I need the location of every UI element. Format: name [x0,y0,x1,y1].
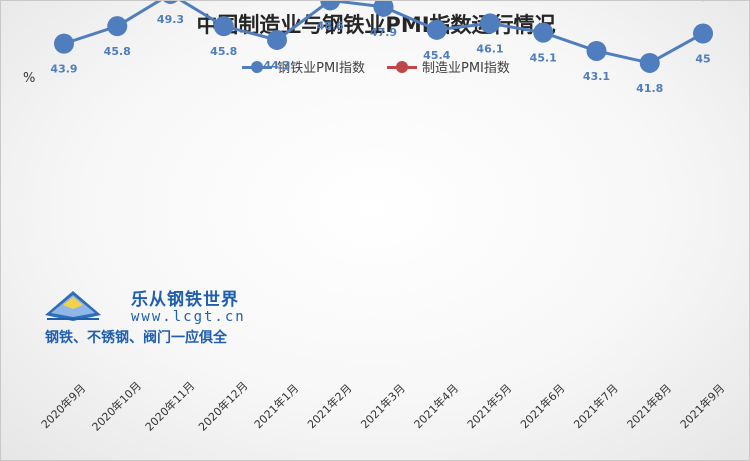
x-tick-label-9: 2021年6月 [517,381,567,431]
x-tick-label-8: 2021年5月 [464,381,514,431]
data-point-0-9 [533,22,554,43]
watermark-url: www.lcgt.cn [131,309,246,325]
data-label-0-12: 45 [695,53,710,66]
x-tick-label-5: 2021年2月 [304,381,354,431]
y-unit-label: % [23,71,36,86]
data-label-0-0: 43.9 [50,63,77,76]
watermark: 乐从钢铁世界 www.lcgt.cn 钢铁、不锈钢、阀门一应俱全 [43,281,263,351]
x-tick-label-3: 2020年12月 [195,379,250,434]
data-label-0-3: 45.8 [210,45,237,58]
legend-swatch-steel [242,60,273,73]
data-point-0-2 [163,1,178,4]
x-tick-label-4: 2021年1月 [251,381,301,431]
data-label-0-6: 47.9 [370,26,397,39]
legend-item-manufacturing: 制造业PMI指数 [387,57,510,76]
data-point-0-12 [693,23,713,44]
legend-label-steel: 钢铁业PMI指数 [277,61,365,76]
data-point-0-8 [480,13,500,34]
x-tick-label-1: 2020年10月 [89,379,144,434]
x-tick-label-11: 2021年8月 [624,381,674,431]
data-point-0-4 [267,29,287,50]
data-point-0-3 [213,16,234,37]
x-tick-label-7: 2021年4月 [411,381,461,431]
legend-item-steel: 钢铁业PMI指数 [242,57,365,76]
x-tick-label-12: 2021年9月 [677,381,727,431]
watermark-slogan: 钢铁、不锈钢、阀门一应俱全 [45,330,227,346]
watermark-name: 乐从钢铁世界 [131,290,239,310]
data-label-0-11: 41.8 [636,82,663,95]
x-tick-label-6: 2021年3月 [358,381,408,431]
x-tick-label-2: 2020年11月 [142,379,197,434]
data-point-0-5 [320,1,341,11]
data-point-0-10 [586,40,607,61]
legend: 钢铁业PMI指数 制造业PMI指数 [1,57,750,76]
x-tick-label-10: 2021年7月 [571,381,621,431]
legend-swatch-manufacturing [387,60,417,73]
data-label-0-2: 49.3 [157,13,184,26]
data-point-0-1 [107,16,128,37]
data-label-0-8: 46.1 [476,42,503,55]
data-label-0-7: 45.4 [423,49,450,62]
data-label-0-1: 45.8 [104,45,131,58]
data-point-0-6 [373,1,394,17]
data-point-0-11 [639,52,660,73]
data-label-0-5: 48.6 [317,19,344,32]
data-point-0-0 [54,33,74,54]
data-label-0-10: 43.1 [583,70,610,83]
data-label-0-4: 44.3 [263,59,290,72]
x-tick-label-0: 2020年9月 [38,381,88,431]
watermark-logo-icon [45,291,101,321]
legend-label-manufacturing: 制造业PMI指数 [422,61,510,76]
data-point-0-7 [426,19,447,40]
data-label-0-9: 45.1 [530,52,557,65]
